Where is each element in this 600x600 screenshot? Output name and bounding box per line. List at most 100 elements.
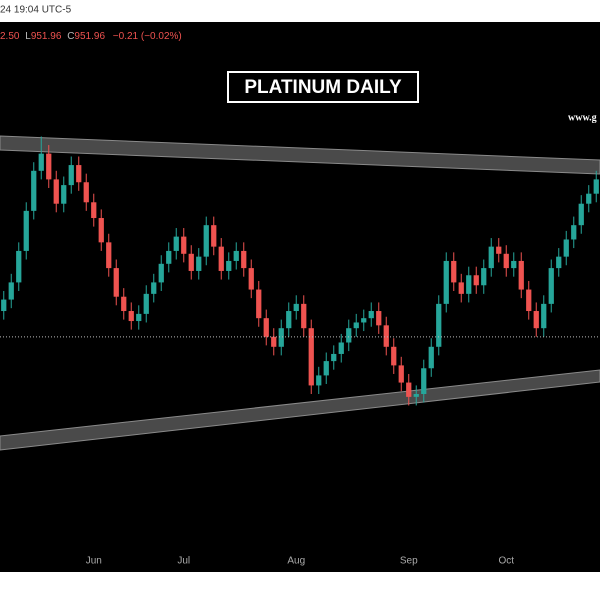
candle-body	[436, 303, 442, 347]
candle-body	[331, 353, 337, 362]
candle-body	[451, 260, 457, 283]
candle-body	[8, 282, 14, 300]
candle-body	[473, 275, 479, 286]
candle-body	[398, 365, 404, 383]
header-low: 951.96	[31, 31, 62, 42]
candle-body	[293, 303, 299, 312]
candle-body	[301, 303, 307, 329]
candle-body	[211, 225, 217, 247]
header-close: 951.96	[74, 31, 105, 42]
candle-body	[53, 179, 59, 204]
candle-body	[46, 153, 52, 180]
header-close-label: C	[67, 31, 74, 42]
candle-body	[218, 246, 224, 271]
candle-body	[241, 250, 247, 269]
candle-body	[203, 225, 209, 257]
candle-body	[226, 260, 232, 271]
candle-body	[338, 342, 344, 354]
candle-body	[113, 268, 119, 297]
candle-body	[83, 182, 89, 203]
candle-body	[286, 311, 292, 329]
candle-body	[151, 282, 157, 294]
candle-body	[196, 256, 202, 271]
trend-channel	[0, 135, 600, 451]
header-ohlc: 2.50 L951.96 C951.96 −0.21 (−0.02%)	[0, 31, 182, 42]
candle-body	[23, 210, 29, 251]
candle-body	[263, 318, 269, 337]
candle-body	[586, 193, 592, 204]
chart-title: PLATINUM DAILY	[244, 77, 402, 98]
candle-body	[578, 203, 584, 226]
candle-body	[106, 242, 112, 269]
candle-body	[541, 303, 547, 329]
candle-body	[526, 289, 532, 312]
candle-body	[16, 250, 22, 283]
candle-body	[188, 253, 194, 271]
candle-body	[563, 239, 569, 257]
candle-body	[428, 346, 434, 369]
candle-body	[593, 179, 599, 194]
candle-body	[556, 256, 562, 269]
header-low-label: L	[25, 31, 31, 42]
candle-body	[466, 275, 472, 294]
candle-body	[1, 299, 7, 312]
x-tick-label: Oct	[498, 556, 514, 567]
candle-body	[361, 318, 367, 323]
candle-body	[383, 325, 389, 347]
candle-body	[346, 328, 352, 343]
candle-body	[143, 293, 149, 314]
candle-body	[548, 268, 554, 304]
candle-body	[76, 165, 82, 183]
candle-body	[496, 246, 502, 254]
candle-body	[376, 311, 382, 326]
candle-body	[316, 375, 322, 386]
candle-body	[488, 246, 494, 269]
title-box	[227, 71, 419, 103]
candle-body	[158, 263, 164, 283]
candle-body	[233, 250, 239, 261]
watermark: www.g	[568, 112, 597, 123]
candle-body	[308, 328, 314, 386]
candle-body	[571, 225, 577, 240]
header-time: 24 19:04 UTC-5	[0, 5, 72, 16]
candle-body	[91, 202, 97, 219]
candle-body	[323, 361, 329, 376]
x-tick-label: Sep	[400, 556, 418, 567]
candle-body	[248, 268, 254, 290]
candle-body	[181, 236, 187, 254]
candle-body	[391, 346, 397, 366]
x-tick-label: Jul	[177, 556, 190, 567]
candle-body	[413, 394, 419, 397]
candle-body	[353, 322, 359, 329]
candle-body	[173, 236, 179, 251]
upper-trendline	[0, 135, 600, 175]
candle-body	[511, 260, 517, 269]
candle-body	[533, 311, 539, 329]
candle-body	[481, 268, 487, 286]
candle-body	[61, 185, 67, 204]
candle-body	[121, 296, 127, 312]
header-high: 2.50	[0, 31, 20, 42]
candle-body	[128, 311, 134, 322]
candle-body	[443, 260, 449, 304]
candle-body	[68, 165, 74, 186]
candle-body	[166, 250, 172, 264]
candle-body	[421, 368, 427, 395]
candle-body	[518, 260, 524, 290]
candle-body	[136, 313, 142, 322]
candle-body	[38, 153, 44, 171]
candle-body	[31, 170, 37, 211]
candle-body	[458, 282, 464, 294]
candle-body	[368, 311, 374, 319]
candle-body	[503, 253, 509, 269]
candle-body	[406, 382, 412, 397]
candles	[1, 136, 599, 406]
plot-area	[0, 22, 600, 572]
candle-body	[98, 218, 104, 243]
candle-body	[271, 336, 277, 347]
x-tick-label: Jun	[86, 556, 102, 567]
lower-trendline	[0, 369, 600, 451]
x-tick-label: Aug	[287, 556, 305, 567]
header-change: −0.21 (−0.02%)	[113, 31, 182, 42]
